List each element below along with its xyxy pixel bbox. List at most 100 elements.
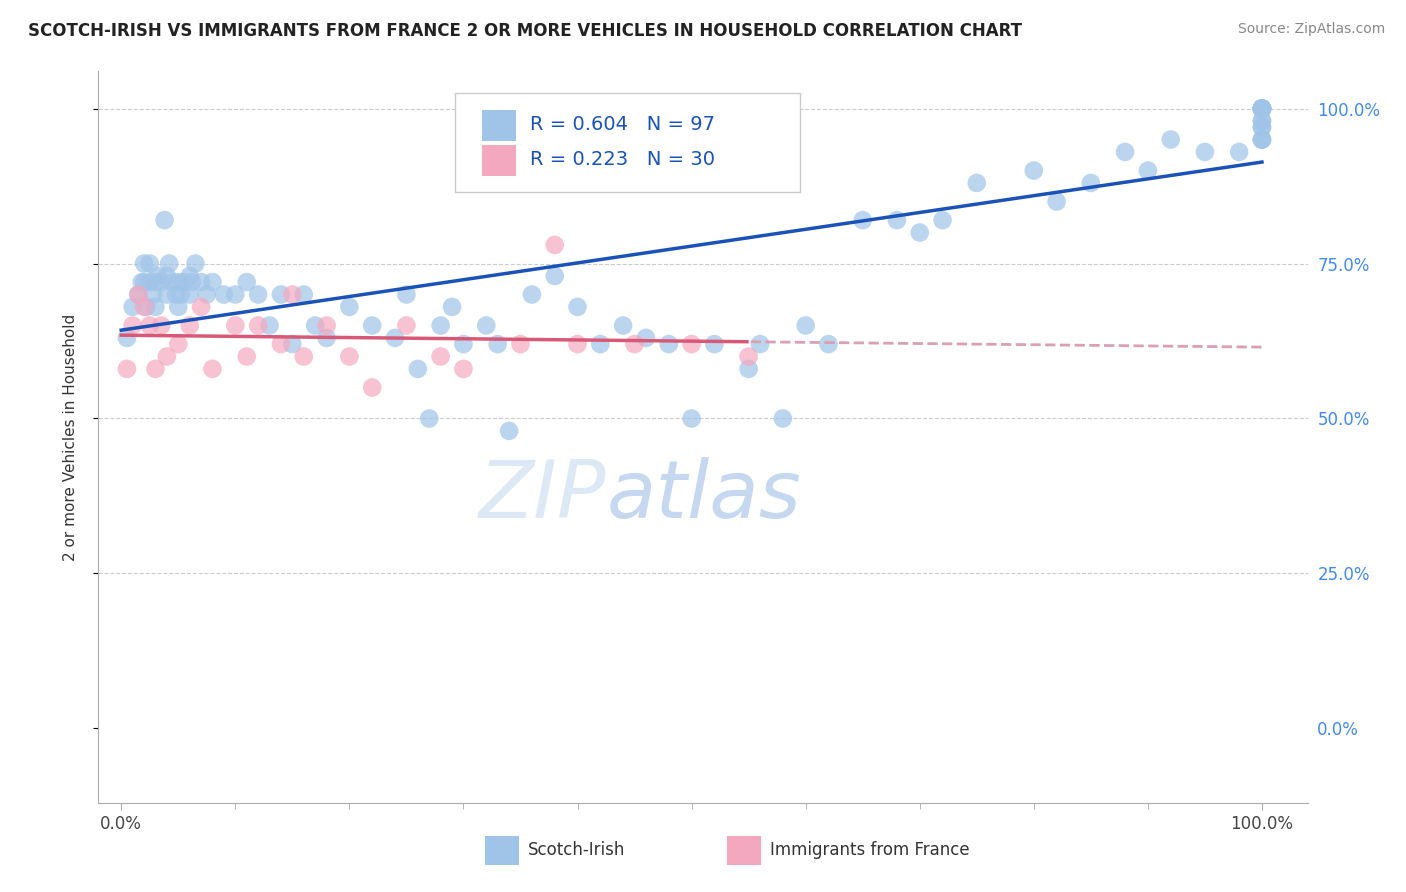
Point <box>131 275 153 289</box>
Bar <box>485 836 519 865</box>
Point <box>135 300 157 314</box>
Point <box>567 300 589 314</box>
Point <box>315 318 337 333</box>
Text: Source: ZipAtlas.com: Source: ZipAtlas.com <box>1237 22 1385 37</box>
Point <box>612 318 634 333</box>
Point <box>259 318 281 333</box>
Point <box>139 275 162 289</box>
Point <box>281 287 304 301</box>
Point <box>703 337 725 351</box>
Point <box>1046 194 1069 209</box>
FancyBboxPatch shape <box>456 94 800 192</box>
Bar <box>482 145 516 176</box>
Point <box>772 411 794 425</box>
Point <box>1251 102 1274 116</box>
Point <box>406 362 429 376</box>
Point <box>544 268 567 283</box>
Point <box>212 287 235 301</box>
Point <box>886 213 908 227</box>
Point <box>153 213 176 227</box>
Point <box>195 287 218 301</box>
Y-axis label: 2 or more Vehicles in Household: 2 or more Vehicles in Household <box>63 313 77 561</box>
Point <box>1114 145 1136 159</box>
Point <box>181 275 204 289</box>
Point <box>156 350 179 364</box>
Point <box>966 176 988 190</box>
Point <box>270 287 292 301</box>
Text: R = 0.223   N = 30: R = 0.223 N = 30 <box>530 151 716 169</box>
Point <box>292 350 315 364</box>
Point <box>681 411 703 425</box>
Point <box>165 287 187 301</box>
Point <box>681 337 703 351</box>
Point <box>139 318 162 333</box>
Point <box>1251 102 1274 116</box>
Point <box>1251 120 1274 135</box>
Point <box>145 362 167 376</box>
Point <box>486 337 509 351</box>
Point <box>115 331 138 345</box>
Bar <box>727 836 761 865</box>
Point <box>475 318 498 333</box>
Point <box>127 287 149 301</box>
Point <box>179 287 201 301</box>
Point <box>1251 102 1274 116</box>
Point <box>156 268 179 283</box>
Point <box>235 275 257 289</box>
Point <box>361 318 384 333</box>
Point <box>190 275 212 289</box>
Point <box>167 275 190 289</box>
Point <box>145 275 167 289</box>
Point <box>201 275 224 289</box>
Point <box>142 287 165 301</box>
Point <box>1251 102 1274 116</box>
Point <box>337 300 360 314</box>
Point <box>544 238 567 252</box>
Point <box>247 287 270 301</box>
Point <box>179 318 201 333</box>
Point <box>190 300 212 314</box>
Point <box>167 300 190 314</box>
Point <box>520 287 543 301</box>
Point <box>852 213 875 227</box>
Point <box>1251 132 1274 146</box>
Point <box>1160 132 1182 146</box>
Point <box>132 256 155 270</box>
Text: Immigrants from France: Immigrants from France <box>769 841 969 859</box>
Text: atlas: atlas <box>606 457 801 534</box>
Point <box>1251 114 1274 128</box>
Point <box>1227 145 1250 159</box>
Point <box>589 337 612 351</box>
Point <box>184 256 207 270</box>
Point <box>1251 120 1274 135</box>
Point <box>623 337 645 351</box>
Point <box>441 300 464 314</box>
Point <box>384 331 406 345</box>
Point <box>270 337 292 351</box>
Point <box>315 331 337 345</box>
Point <box>817 337 839 351</box>
Point <box>1022 163 1045 178</box>
Point <box>169 287 191 301</box>
Point <box>247 318 270 333</box>
Point <box>1251 132 1274 146</box>
Point <box>1080 176 1102 190</box>
Point <box>224 287 246 301</box>
Point <box>167 337 190 351</box>
Point <box>1251 102 1274 116</box>
Bar <box>482 110 516 141</box>
Point <box>1251 102 1274 116</box>
Point <box>1251 132 1274 146</box>
Point <box>794 318 817 333</box>
Point <box>224 318 246 333</box>
Point <box>157 256 180 270</box>
Point <box>453 362 475 376</box>
Point <box>498 424 520 438</box>
Point <box>201 362 224 376</box>
Point <box>173 275 195 289</box>
Point <box>121 318 143 333</box>
Point <box>567 337 589 351</box>
Point <box>1251 102 1274 116</box>
Point <box>1251 114 1274 128</box>
Point <box>429 350 451 364</box>
